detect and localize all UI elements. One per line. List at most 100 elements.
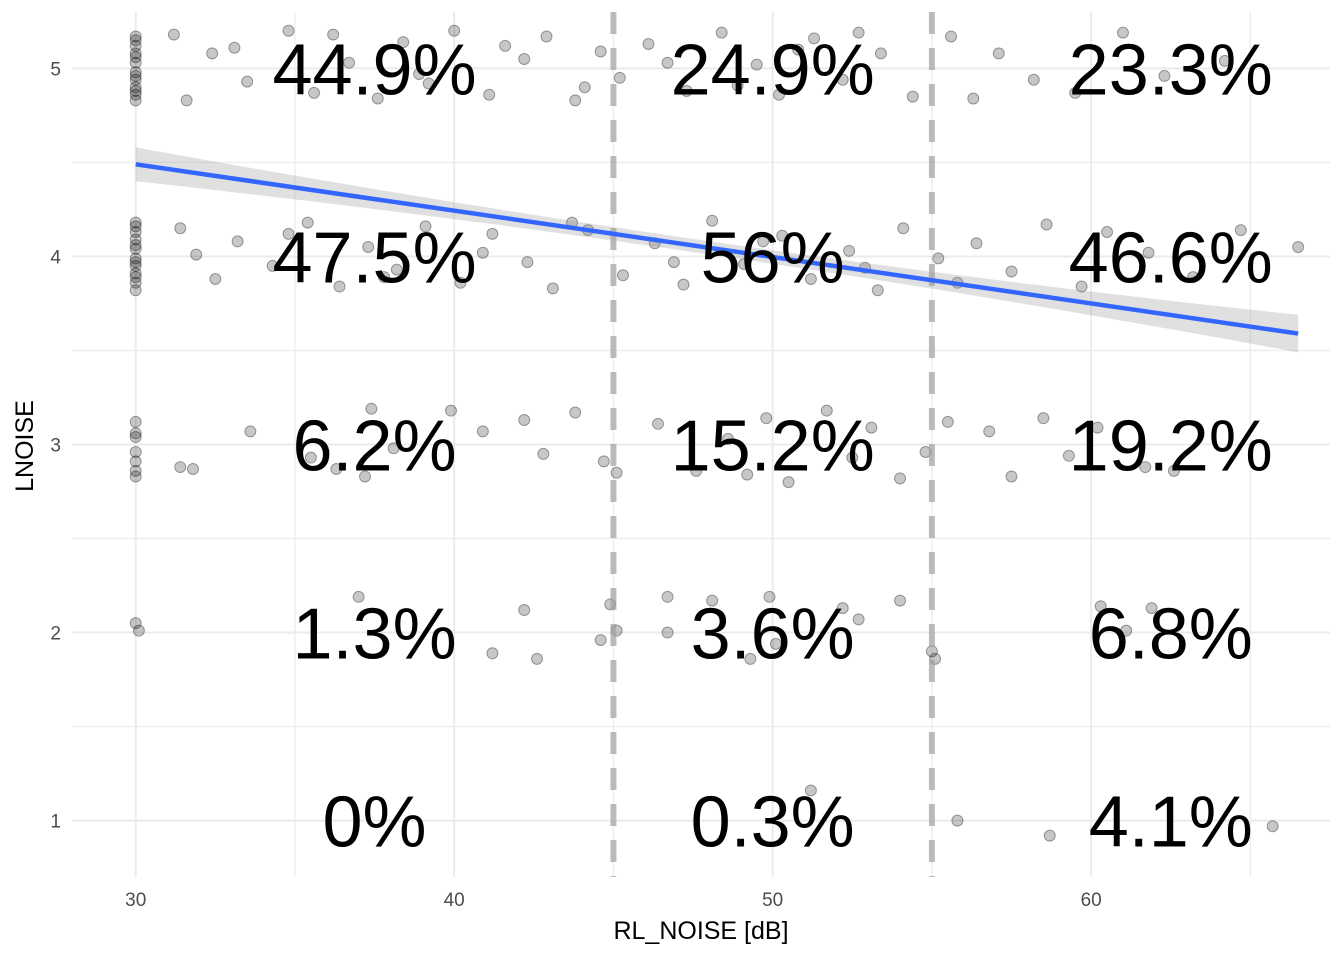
percent-label: 46.6% xyxy=(1069,218,1273,298)
data-point xyxy=(174,461,187,474)
data-point xyxy=(967,92,980,105)
data-point xyxy=(378,271,391,284)
data-point xyxy=(642,37,655,50)
data-point xyxy=(132,624,145,637)
data-point xyxy=(804,784,817,797)
percent-label: 3.6% xyxy=(691,595,855,675)
data-point xyxy=(1139,461,1152,474)
data-point xyxy=(597,455,610,468)
data-point xyxy=(737,257,750,270)
data-point xyxy=(209,273,222,286)
data-point xyxy=(1292,241,1305,254)
data-point xyxy=(397,36,410,49)
data-point xyxy=(843,244,856,257)
data-point xyxy=(808,32,821,45)
x-tick-label: 50 xyxy=(762,890,783,911)
data-point xyxy=(578,81,591,94)
data-point xyxy=(530,652,543,665)
data-point xyxy=(661,56,674,69)
data-point xyxy=(667,256,680,269)
y-tick-label: 3 xyxy=(50,436,61,457)
data-point xyxy=(167,28,180,41)
data-point xyxy=(129,94,142,107)
percent-label: 56% xyxy=(701,218,845,298)
percent-label: 0% xyxy=(323,783,427,863)
data-point xyxy=(129,276,142,289)
x-tick-label: 30 xyxy=(125,890,146,911)
data-point xyxy=(129,415,142,428)
data-point xyxy=(763,590,776,603)
data-point xyxy=(706,594,719,607)
data-point xyxy=(304,451,317,464)
data-point xyxy=(569,406,582,419)
data-point xyxy=(820,404,833,417)
percent-label: 15.2% xyxy=(671,407,875,487)
data-point xyxy=(610,466,623,479)
data-point xyxy=(333,280,346,293)
data-point xyxy=(282,227,295,240)
data-point xyxy=(129,239,142,252)
data-point xyxy=(941,415,954,428)
data-point xyxy=(476,246,489,259)
data-point xyxy=(190,248,203,261)
percent-label: 4.1% xyxy=(1089,783,1253,863)
data-point xyxy=(652,417,665,430)
data-point xyxy=(483,88,496,101)
data-point xyxy=(569,94,582,107)
data-point xyxy=(1187,271,1200,284)
data-point xyxy=(129,284,142,297)
data-point xyxy=(521,256,534,269)
percent-label: 44.9% xyxy=(272,30,476,110)
data-point xyxy=(836,602,849,615)
data-point xyxy=(613,71,626,84)
data-point xyxy=(1075,280,1088,293)
data-point xyxy=(970,237,983,250)
data-point xyxy=(983,425,996,438)
data-point xyxy=(1091,421,1104,434)
data-point xyxy=(1062,449,1075,462)
data-point xyxy=(129,39,142,52)
data-point xyxy=(992,47,1005,60)
data-point xyxy=(308,86,321,99)
data-point xyxy=(422,77,435,90)
data-point xyxy=(129,88,142,101)
data-point xyxy=(129,73,142,86)
data-point xyxy=(1027,73,1040,86)
data-point xyxy=(852,26,865,39)
data-point xyxy=(1145,602,1158,615)
percent-label: 6.8% xyxy=(1089,595,1253,675)
data-point xyxy=(187,462,200,475)
data-point xyxy=(1069,86,1082,99)
data-point xyxy=(129,233,142,246)
data-point xyxy=(266,259,279,272)
data-point xyxy=(1037,412,1050,425)
data-point xyxy=(129,81,142,94)
data-point xyxy=(129,226,142,239)
x-tick-label: 60 xyxy=(1081,890,1102,911)
percent-label: 6.2% xyxy=(293,407,457,487)
data-point xyxy=(773,88,786,101)
data-point xyxy=(330,462,343,475)
data-point xyxy=(129,259,142,272)
data-point xyxy=(750,58,763,71)
data-point xyxy=(518,603,531,616)
data-point xyxy=(1005,470,1018,483)
data-point xyxy=(244,425,257,438)
y-tick-label: 2 xyxy=(50,624,61,645)
data-point xyxy=(129,252,142,265)
data-point xyxy=(129,455,142,468)
data-point xyxy=(776,229,789,242)
percent-label: 23.3% xyxy=(1069,30,1273,110)
y-axis-title: LNOISE xyxy=(11,400,39,492)
data-point xyxy=(760,412,773,425)
axes: 30 40 50 60 1 2 3 4 5 xyxy=(50,59,1101,911)
percent-labels: 44.9% 24.9% 23.3% 47.5% 56% 46.6% 6.2% 15.2% 19.… xyxy=(272,30,1272,862)
percent-label: 0.3% xyxy=(691,783,855,863)
data-point xyxy=(546,282,559,295)
data-point xyxy=(722,432,735,445)
data-point xyxy=(744,652,757,665)
data-point xyxy=(343,56,356,69)
y-tick-label: 1 xyxy=(50,812,61,833)
data-point xyxy=(362,241,375,254)
x-axis-title: RL_NOISE [dB] xyxy=(613,917,788,945)
